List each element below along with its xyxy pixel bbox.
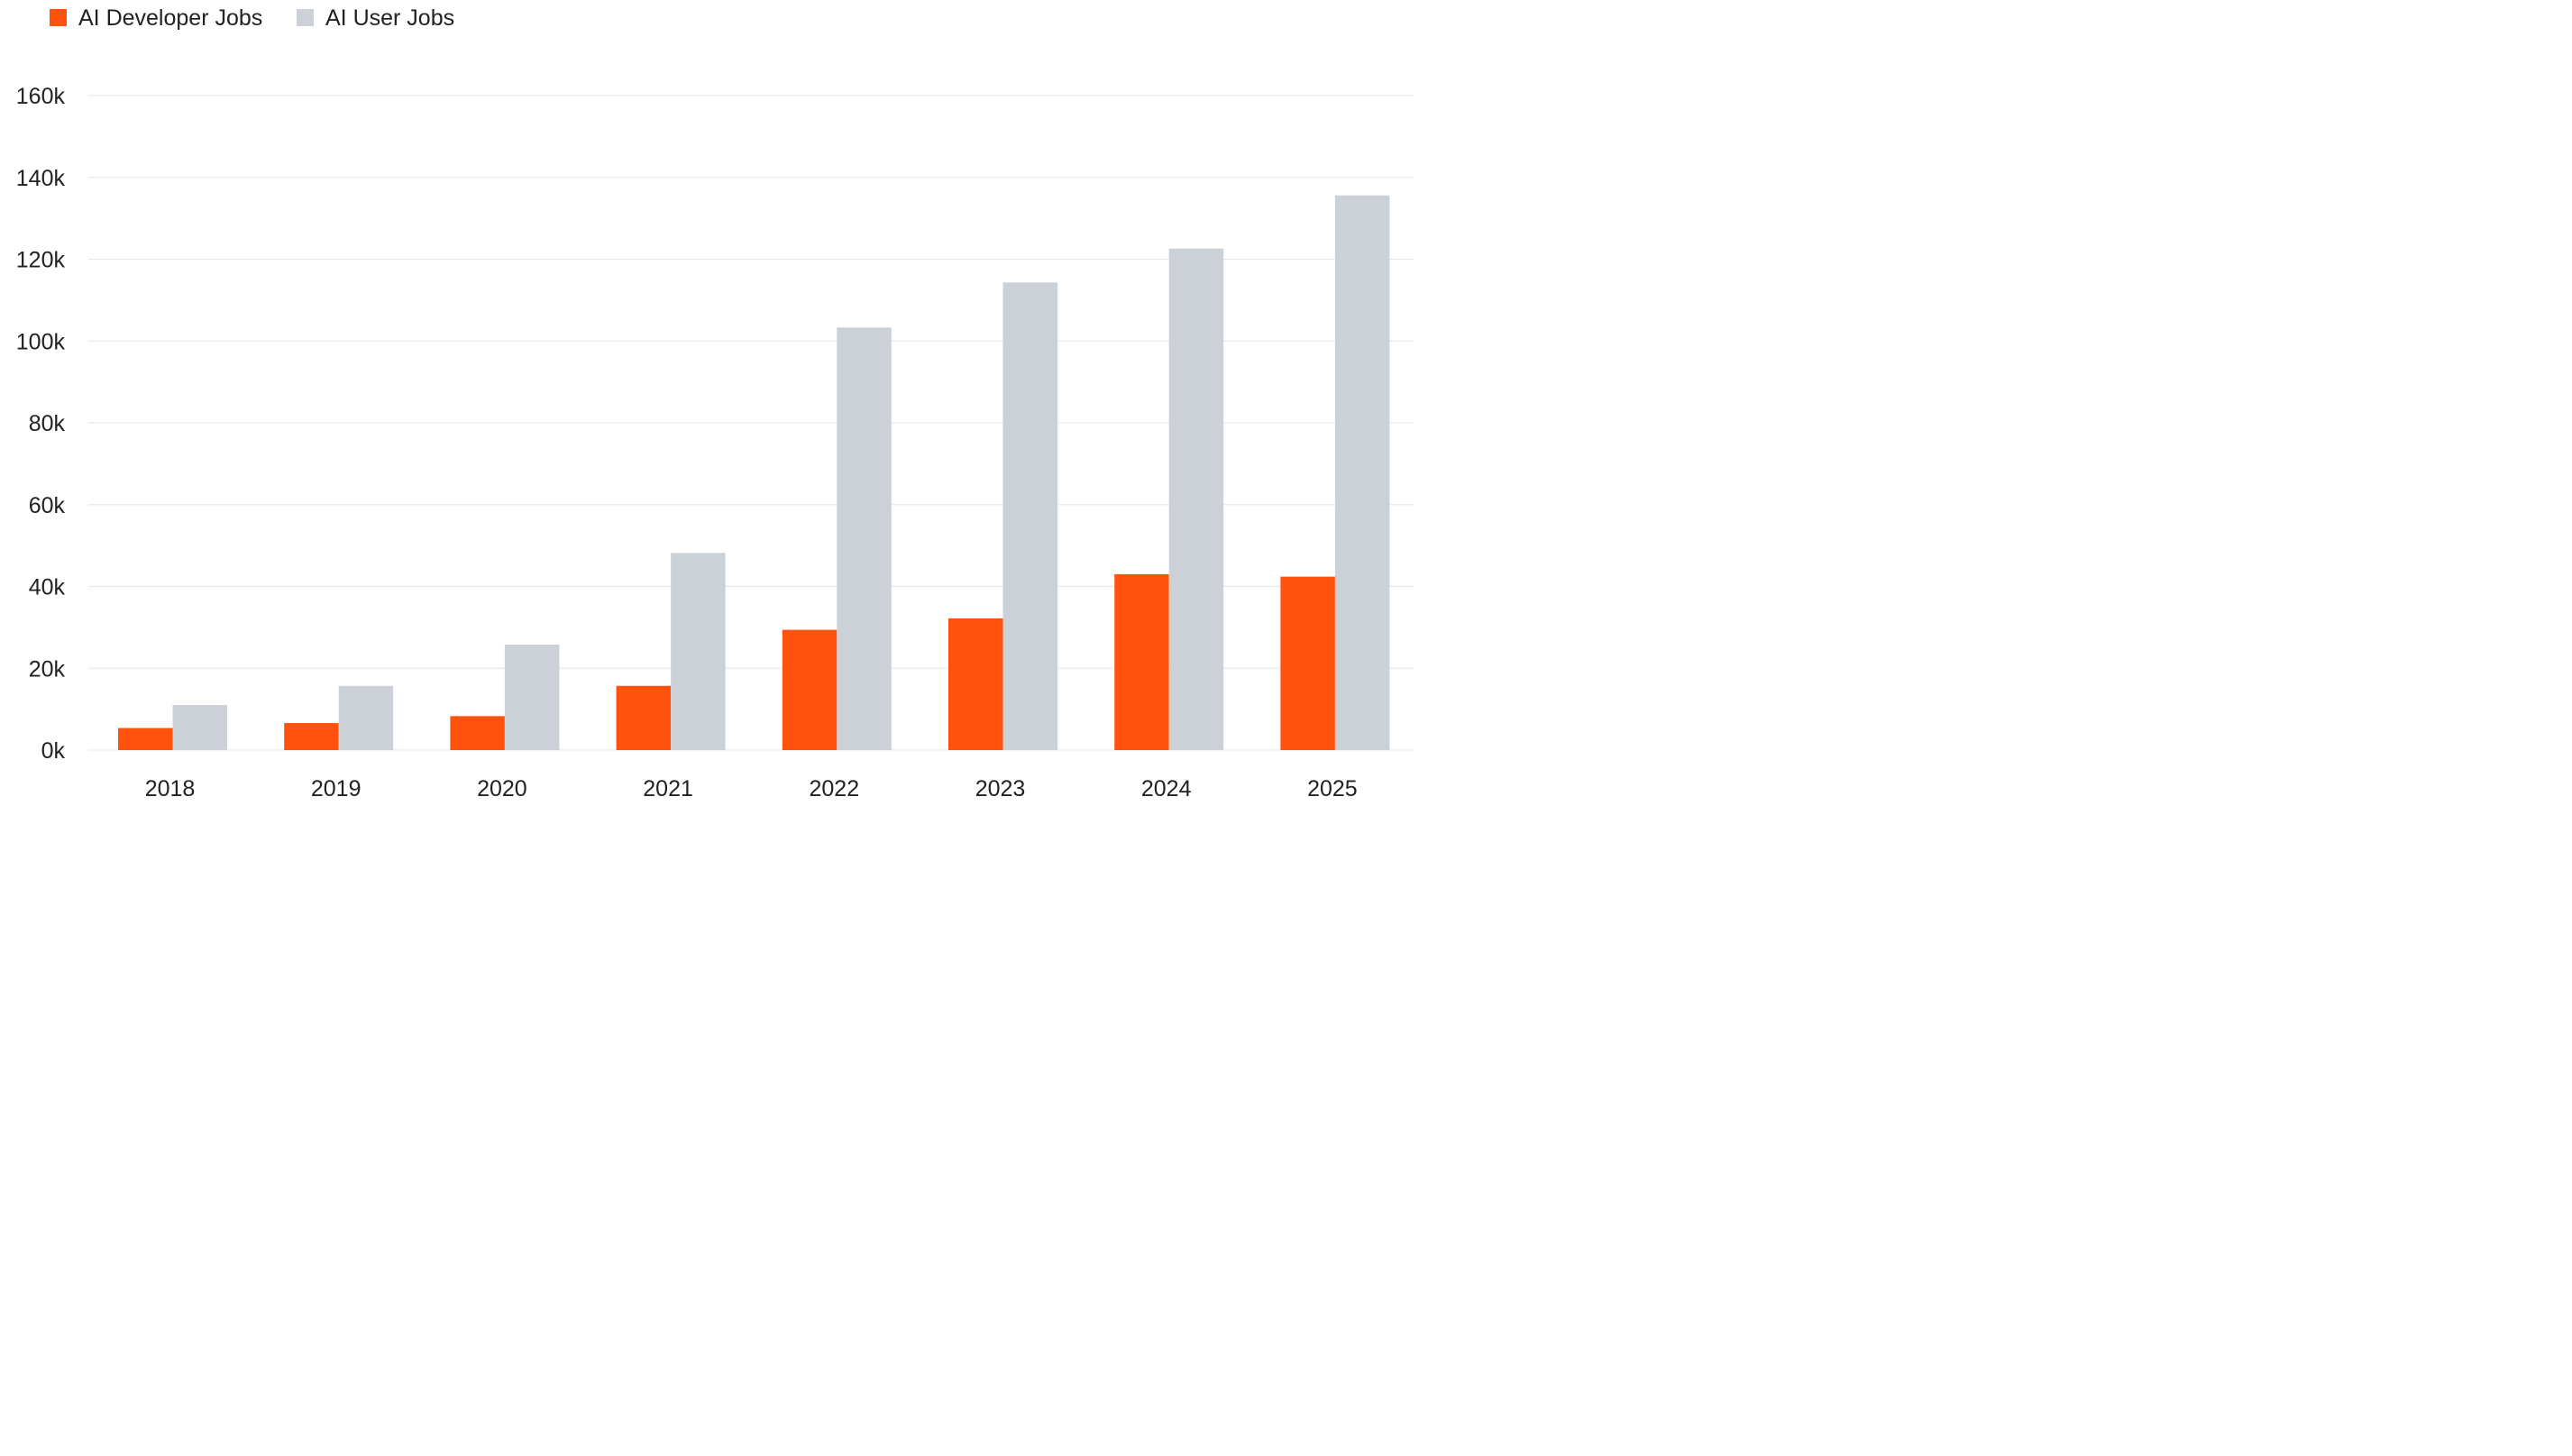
x-tick-label: 2025 bbox=[1307, 776, 1358, 801]
x-tick-label: 2018 bbox=[145, 776, 196, 801]
bar-ai-developer-jobs-2020 bbox=[450, 716, 505, 750]
y-tick-label: 0k bbox=[41, 738, 66, 764]
x-tick-label: 2022 bbox=[809, 776, 859, 801]
bar-ai-user-jobs-2025 bbox=[1334, 195, 1390, 751]
bar-ai-user-jobs-2019 bbox=[338, 685, 394, 750]
bar-ai-developer-jobs-2019 bbox=[284, 723, 339, 750]
bar-ai-developer-jobs-2022 bbox=[782, 629, 838, 750]
bar-ai-developer-jobs-2023 bbox=[948, 618, 1003, 750]
bar-ai-user-jobs-2024 bbox=[1168, 248, 1224, 750]
y-tick-label: 20k bbox=[29, 656, 66, 682]
y-tick-label: 40k bbox=[29, 575, 66, 600]
x-tick-label: 2024 bbox=[1141, 776, 1192, 801]
bars-group bbox=[118, 195, 1390, 751]
bar-ai-developer-jobs-2024 bbox=[1114, 573, 1169, 750]
bar-ai-developer-jobs-2025 bbox=[1280, 576, 1335, 750]
legend-swatch-0 bbox=[50, 9, 67, 26]
y-tick-label: 80k bbox=[29, 411, 66, 436]
y-tick-label: 160k bbox=[16, 84, 66, 109]
x-axis-ticks: 2018 2019 2020 2021 2022 2023 2024 2025 bbox=[145, 776, 1358, 801]
bar-ai-user-jobs-2021 bbox=[671, 553, 726, 750]
legend-label-1: AI User Jobs bbox=[325, 5, 454, 31]
y-tick-label: 100k bbox=[16, 329, 66, 354]
bar-ai-user-jobs-2023 bbox=[1002, 282, 1057, 750]
y-tick-label: 140k bbox=[16, 166, 66, 191]
bar-chart: AI Developer Jobs AI User Jobs 0k 20k 40k 60… bbox=[16, 5, 1414, 801]
x-tick-label: 2021 bbox=[643, 776, 693, 801]
legend-swatch-1 bbox=[297, 9, 314, 26]
chart-legend: AI Developer Jobs AI User Jobs bbox=[50, 5, 454, 31]
y-axis-ticks: 0k 20k 40k 60k 80k 100k 120k 140k 160k bbox=[16, 84, 66, 764]
bar-ai-user-jobs-2020 bbox=[504, 644, 560, 750]
grid-lines bbox=[88, 95, 1414, 751]
bar-ai-developer-jobs-2021 bbox=[616, 685, 672, 750]
bar-ai-developer-jobs-2018 bbox=[118, 728, 173, 750]
y-tick-label: 120k bbox=[16, 248, 66, 273]
x-tick-label: 2019 bbox=[311, 776, 362, 801]
x-tick-label: 2020 bbox=[477, 776, 527, 801]
bar-ai-user-jobs-2022 bbox=[837, 327, 892, 750]
legend-label-0: AI Developer Jobs bbox=[78, 5, 262, 31]
y-tick-label: 60k bbox=[29, 493, 66, 518]
bar-ai-user-jobs-2018 bbox=[172, 705, 227, 750]
x-tick-label: 2023 bbox=[975, 776, 1026, 801]
